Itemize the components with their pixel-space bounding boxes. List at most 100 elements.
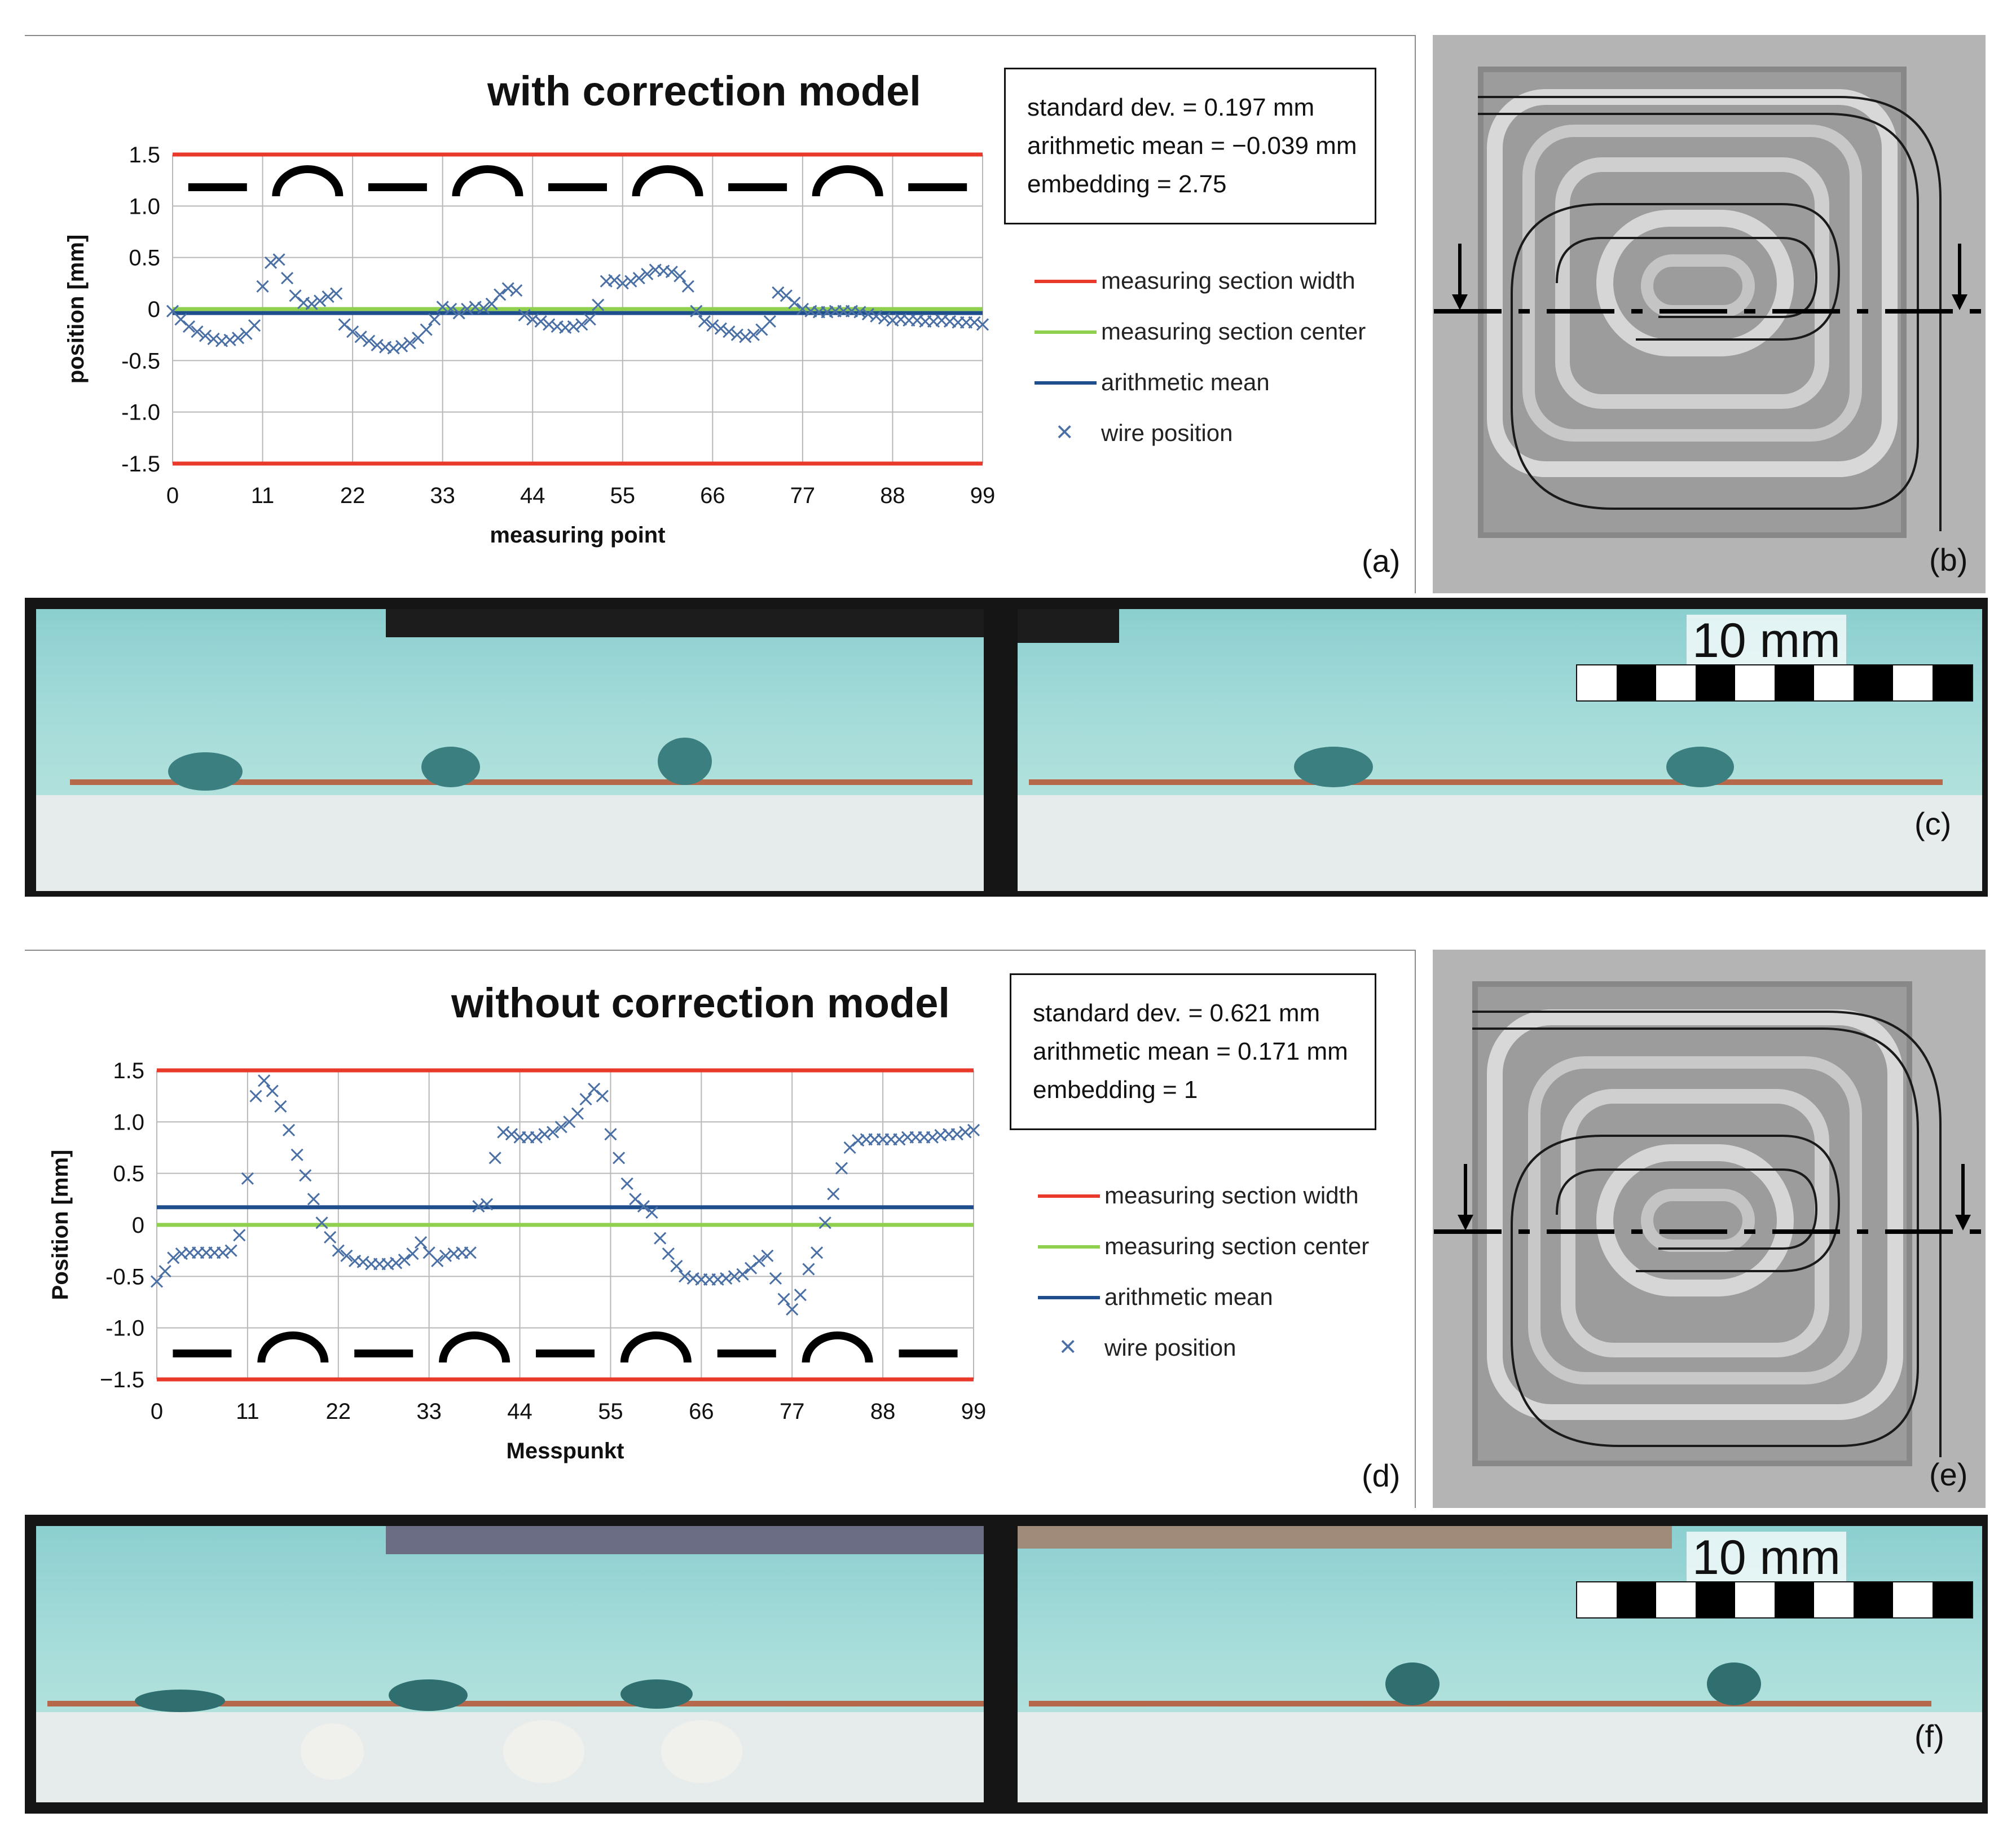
y-tick-label: -1.5 (121, 452, 160, 477)
data-point (530, 1131, 543, 1144)
data-point (340, 1249, 353, 1262)
data-point (613, 1152, 626, 1165)
data-point (439, 1249, 452, 1262)
copper-trace (1029, 779, 1943, 785)
arc-segment-icon (802, 1331, 873, 1363)
copper-trace (70, 779, 972, 785)
legend-marker: × (1059, 1330, 1077, 1363)
legend-label: arithmetic mean (1101, 369, 1270, 395)
data-point (950, 1128, 963, 1141)
data-point (959, 1126, 972, 1139)
data-point (356, 1255, 369, 1268)
data-point (346, 325, 359, 338)
data-point (332, 1244, 345, 1257)
data-point (777, 1293, 790, 1306)
data-point (878, 312, 891, 325)
x-tick-label: 77 (790, 483, 816, 508)
data-point (299, 1169, 312, 1182)
data-point (307, 1193, 320, 1206)
data-point (159, 1265, 171, 1278)
panel-label-c: (c) (1914, 806, 1952, 841)
stat-line: standard dev. = 0.621 mm (1033, 999, 1320, 1027)
stat-line: standard dev. = 0.197 mm (1027, 94, 1315, 121)
legend-item: measuring section center (1038, 1233, 1410, 1284)
data-point (747, 328, 760, 341)
data-point (620, 1177, 633, 1190)
data-point (354, 330, 367, 343)
y-tick-label: -0.5 (121, 349, 160, 373)
copper-trace (1029, 1701, 1931, 1706)
data-point (510, 284, 523, 297)
data-point (241, 1172, 254, 1185)
data-point (231, 332, 245, 345)
y-tick-label: -0.5 (105, 1264, 144, 1289)
data-point (258, 1074, 271, 1087)
xray-image-b: (b) (1433, 35, 1986, 593)
wire-cross-sections-c (168, 609, 1734, 791)
data-point (534, 315, 547, 328)
panel-label-b: (b) (1929, 542, 1968, 577)
x-tick-label: 0 (151, 1399, 163, 1424)
data-point (818, 1216, 831, 1229)
data-point (706, 319, 719, 332)
x-tick-label: 33 (416, 1399, 442, 1424)
data-point (802, 1263, 815, 1276)
data-point (207, 332, 220, 346)
data-point (501, 282, 514, 295)
data-point (723, 325, 736, 338)
x-tick-label: 77 (780, 1399, 805, 1424)
data-point (182, 320, 196, 333)
data-point (967, 1123, 980, 1137)
arc-segment-icon (272, 165, 344, 197)
data-point (497, 1126, 510, 1139)
data-point (554, 1121, 567, 1134)
section-photo-f: 10 mm (f) (25, 1515, 1988, 1814)
data-point (371, 338, 384, 351)
data-point (720, 1272, 733, 1285)
xray-image-e: (e) (1433, 950, 1986, 1508)
data-point (223, 333, 236, 346)
x-axis-label: measuring point (490, 523, 665, 548)
data-point (518, 308, 531, 322)
data-point (290, 1148, 303, 1161)
x-tick-label: 0 (166, 483, 179, 508)
copper-trace (47, 1701, 984, 1706)
wire-cross-sections-f (135, 1526, 1761, 1783)
data-point (926, 1131, 939, 1144)
data-point (608, 274, 621, 286)
x-tick-label: 88 (870, 1399, 896, 1424)
data-point (431, 1254, 444, 1267)
y-tick-label: 1.0 (113, 1110, 144, 1135)
legend-label: wire position (1101, 420, 1233, 446)
data-point (272, 253, 285, 266)
data-point (788, 296, 801, 310)
x-tick-label: 88 (880, 483, 905, 508)
panel-label-d: (d) (1362, 1458, 1401, 1493)
data-point (472, 1200, 485, 1213)
data-point (314, 294, 327, 307)
stat-line: arithmetic mean = −0.039 mm (1027, 132, 1357, 160)
arc-segment-icon (439, 1331, 510, 1363)
panel-label-f: (f) (1914, 1718, 1944, 1754)
data-point (794, 1289, 807, 1302)
data-point (604, 1128, 617, 1141)
data-point (281, 272, 294, 285)
data-point (835, 1162, 848, 1175)
scale-bar-c (1576, 664, 1973, 702)
y-axis-label: position [mm] (64, 235, 89, 383)
x-axis-label: Messpunkt (507, 1439, 624, 1463)
base-layer-right (1018, 795, 1982, 891)
data-point (406, 1247, 419, 1260)
legend-swatch (1035, 330, 1097, 334)
data-point (256, 280, 269, 293)
legend-label: measuring section width (1104, 1182, 1359, 1209)
data-point (665, 266, 678, 279)
data-point (233, 1229, 246, 1242)
legend-swatch (1038, 1245, 1100, 1249)
base-layer-left (36, 795, 984, 891)
data-point (769, 1272, 782, 1285)
x-tick-label: 55 (598, 1399, 623, 1424)
y-tick-label: 1.5 (113, 1059, 144, 1083)
y-tick-label: -1.0 (121, 400, 160, 425)
data-point (763, 315, 776, 328)
